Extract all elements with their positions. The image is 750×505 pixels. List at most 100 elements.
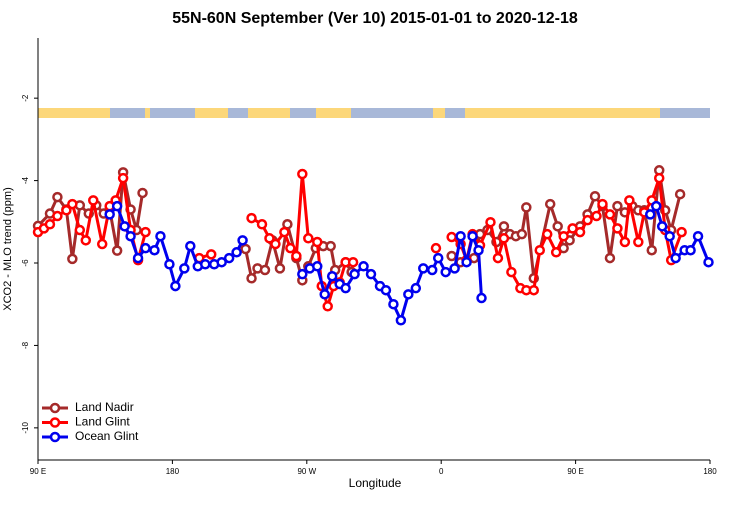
data-point xyxy=(44,219,56,230)
data-point xyxy=(52,210,63,222)
data-point xyxy=(264,233,275,244)
data-point xyxy=(485,216,496,228)
data-point xyxy=(670,252,681,264)
data-point xyxy=(137,187,148,199)
data-point xyxy=(550,247,562,258)
data-point xyxy=(446,250,457,262)
data-point xyxy=(612,223,623,234)
data-point xyxy=(380,284,392,296)
data-point xyxy=(703,256,714,268)
data-point xyxy=(285,242,296,254)
data-point xyxy=(303,233,314,244)
data-point xyxy=(155,230,166,242)
data-point xyxy=(291,250,302,262)
data-point xyxy=(132,252,144,264)
data-point xyxy=(231,247,242,258)
data-point xyxy=(645,209,656,220)
data-point xyxy=(473,244,484,256)
data-point xyxy=(104,209,115,220)
data-point xyxy=(74,224,86,236)
data-point xyxy=(274,263,286,274)
legend-marker xyxy=(49,402,61,414)
data-point xyxy=(430,242,442,254)
data-point xyxy=(506,266,517,278)
data-point xyxy=(358,261,369,272)
x-tick-label: 90 W xyxy=(297,467,316,476)
data-point xyxy=(461,256,472,268)
data-point xyxy=(467,230,478,242)
data-point xyxy=(521,202,532,213)
data-point xyxy=(164,258,175,270)
map-ocean xyxy=(660,108,710,118)
data-point xyxy=(410,282,422,294)
data-point xyxy=(319,289,330,300)
data-point xyxy=(111,200,123,212)
data-point xyxy=(612,200,623,212)
y-axis-label: XCO2 - MLO trend (ppm) xyxy=(2,187,14,310)
data-point xyxy=(365,268,377,280)
data-point xyxy=(656,221,668,232)
data-point xyxy=(492,252,504,264)
data-point xyxy=(646,244,658,256)
data-point xyxy=(96,238,108,250)
data-point xyxy=(692,230,704,242)
data-point xyxy=(279,226,290,238)
data-point xyxy=(223,252,235,264)
data-point xyxy=(237,235,248,246)
data-point xyxy=(558,230,569,242)
data-point xyxy=(52,191,63,203)
data-point xyxy=(604,252,616,264)
data-point xyxy=(325,240,336,252)
data-point xyxy=(446,231,457,243)
legend-marker xyxy=(49,431,61,443)
map-strip xyxy=(38,108,710,118)
data-point xyxy=(347,256,359,268)
data-point xyxy=(597,198,608,210)
data-point xyxy=(117,172,129,184)
y-tick-label: -2 xyxy=(21,94,30,102)
data-point xyxy=(322,301,333,312)
data-point xyxy=(552,221,563,232)
data-point xyxy=(589,191,601,202)
data-point xyxy=(455,230,466,242)
data-point xyxy=(426,264,438,276)
data-point xyxy=(516,228,528,240)
map-ocean xyxy=(445,108,465,118)
data-point xyxy=(340,282,351,294)
map-ocean xyxy=(290,108,316,118)
data-point xyxy=(185,240,196,252)
data-point xyxy=(312,236,323,248)
map-ocean xyxy=(150,108,195,118)
data-point xyxy=(403,289,414,300)
data-point xyxy=(125,230,136,242)
data-point xyxy=(498,233,510,244)
data-point xyxy=(395,315,407,326)
data-point xyxy=(544,198,556,210)
data-point xyxy=(624,195,635,206)
data-point xyxy=(111,245,123,256)
data-point xyxy=(67,253,78,265)
data-point xyxy=(259,264,271,276)
data-point xyxy=(216,256,227,268)
data-point xyxy=(676,226,687,238)
x-tick-label: 180 xyxy=(166,467,180,476)
data-point xyxy=(246,212,257,224)
data-point xyxy=(528,284,540,296)
data-point xyxy=(312,261,323,272)
data-point xyxy=(149,244,160,256)
data-point xyxy=(179,263,190,274)
map-ocean xyxy=(351,108,433,118)
data-point xyxy=(418,263,429,274)
data-point xyxy=(326,270,338,282)
data-point xyxy=(61,205,72,216)
data-point xyxy=(476,292,487,304)
data-point xyxy=(297,268,308,280)
legend-label: Ocean Glint xyxy=(75,429,139,443)
data-point xyxy=(297,168,308,180)
data-point xyxy=(388,298,399,310)
x-axis-label: Longitude xyxy=(349,476,402,490)
data-point xyxy=(498,221,510,232)
data-point xyxy=(674,188,686,200)
